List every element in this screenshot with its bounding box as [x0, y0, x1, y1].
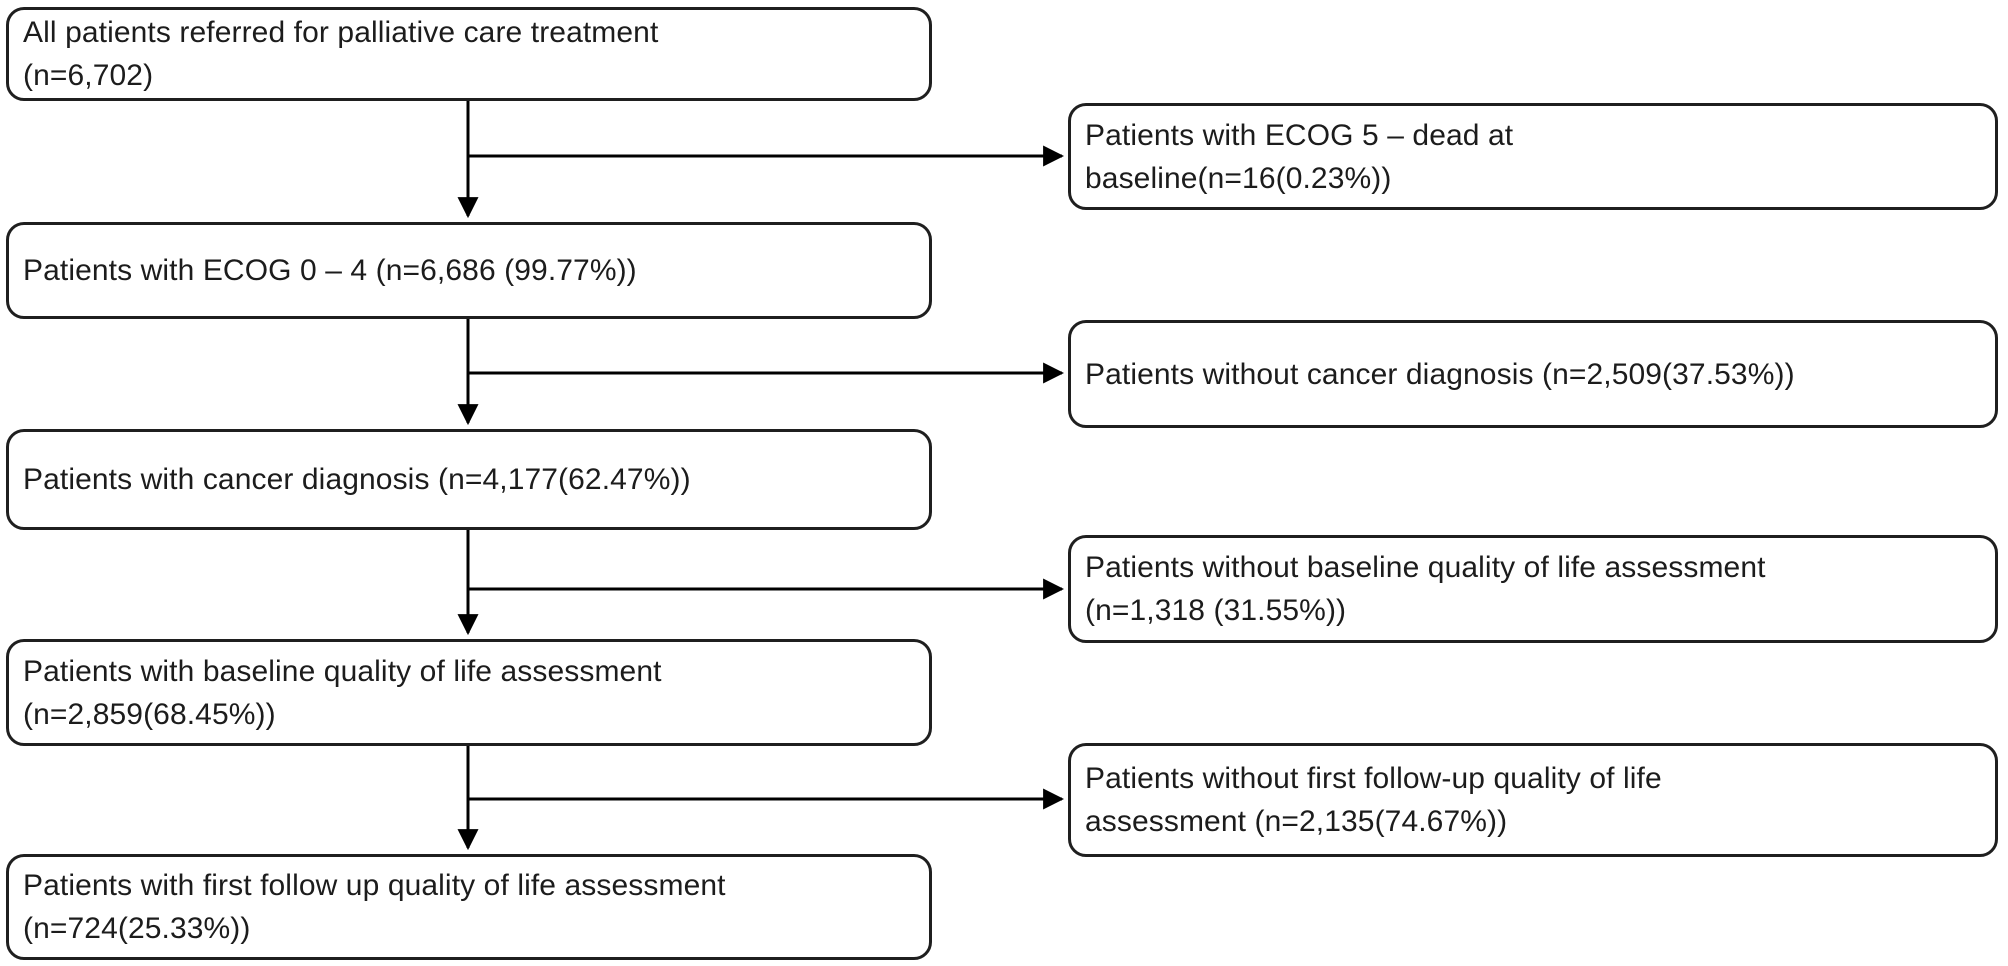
flow-box-text: Patients without first follow-up quality…: [1085, 762, 1662, 795]
flow-box-text: All patients referred for palliative car…: [23, 16, 659, 49]
flow-box-text: (n=2,859(68.45%)): [23, 697, 276, 731]
flow-box-all-referred: All patients referred for palliative car…: [6, 7, 932, 101]
flow-box-text: Patients with first follow up quality of…: [23, 869, 726, 902]
flow-box-text: Patients with ECOG 5 – dead at: [1085, 118, 1514, 152]
flow-box-text: Patients with ECOG 0 – 4 (n=6,686 (99.77…: [23, 254, 637, 287]
flow-box-first-followup-qol: Patients with first follow up quality of…: [6, 854, 932, 960]
excl-box-no-first-followup-qol: Patients without first follow-up quality…: [1068, 743, 1998, 857]
flow-box-text: Patients with cancer diagnosis (n=4,177(…: [23, 463, 691, 496]
excl-box-ecog-5-dead: Patients with ECOG 5 – dead at baseline(…: [1068, 103, 1998, 210]
flow-box-text: (n=724(25.33%)): [23, 912, 251, 945]
flow-box-text: Patients without baseline quality of lif…: [1085, 551, 1766, 584]
flow-box-cancer-diagnosis: Patients with cancer diagnosis (n=4,177(…: [6, 429, 932, 530]
flow-box-baseline-qol: Patients with baseline quality of life a…: [6, 639, 932, 746]
flow-box-text: Patients with baseline quality of life a…: [23, 654, 662, 688]
flow-box-text: baseline(n=16(0.23%)): [1085, 161, 1392, 195]
excl-box-no-cancer-diagnosis: Patients without cancer diagnosis (n=2,5…: [1068, 320, 1998, 428]
flow-box-text: assessment (n=2,135(74.67%)): [1085, 805, 1508, 838]
flow-box-text: (n=1,318 (31.55%)): [1085, 594, 1347, 627]
excl-box-no-baseline-qol: Patients without baseline quality of lif…: [1068, 535, 1998, 643]
flow-box-text: Patients without cancer diagnosis (n=2,5…: [1085, 357, 1795, 391]
flow-box-text: (n=6,702): [23, 59, 154, 92]
flow-box-ecog-0-4: Patients with ECOG 0 – 4 (n=6,686 (99.77…: [6, 222, 932, 319]
